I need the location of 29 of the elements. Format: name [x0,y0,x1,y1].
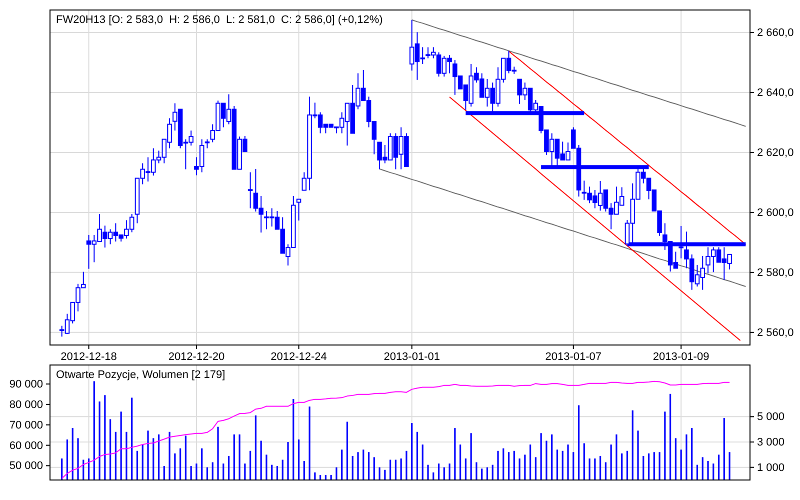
line-series [61,380,730,479]
candlestick [296,198,302,222]
chart-title: FW20H13 [O: 2 583,0 H: 2 586,0 L: 2 581,0 C: 2 586,0] (+0,12%) [56,14,383,26]
y-tick-label: 2 560,0 [757,326,794,339]
y-tick-label: 2 620,0 [757,146,794,159]
y-tick-label: 80 000 [9,398,43,411]
x-tick-label: 2013-01-09 [652,350,710,363]
y-tick-label: 70 000 [9,419,43,432]
candlestick [248,172,253,209]
y-tick-label: 90 000 [9,378,43,391]
y-tick-label: 2 580,0 [757,266,794,279]
y-tick-label: 2 640,0 [757,86,794,99]
line-series [508,50,746,246]
x-tick-label: 2013-01-07 [545,350,602,363]
y-tick-label: 2 600,0 [757,206,794,219]
x-tick-label: 2012-12-24 [270,350,327,363]
y2-tick-label: 1 000 [757,462,785,474]
line-series [379,168,746,288]
y2-tick-label: 3 000 [757,436,785,449]
y-tick-label: 60 000 [9,440,43,452]
y-tick-label: 50 000 [9,460,43,472]
y-tick-label: 2 660,0 [757,27,794,40]
x-tick-label: 2012-12-20 [168,350,225,363]
line-series [411,19,746,127]
x-tick-label: 2013-01-01 [384,350,440,363]
line-series [449,96,741,341]
chart-title: Otwarte Pozycje, Wolumen [2 179] [56,369,226,381]
y2-tick-label: 5 000 [757,411,785,424]
x-tick-label: 2012-12-18 [60,350,117,363]
